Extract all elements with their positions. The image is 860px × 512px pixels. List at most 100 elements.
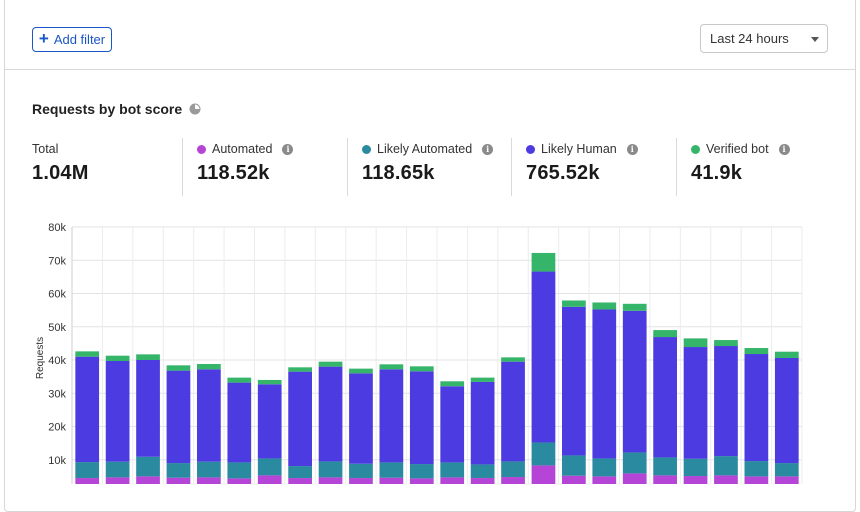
bar-segment-automated <box>166 477 191 484</box>
bar-segment-automated <box>75 478 100 484</box>
bar-segment-likely-automated <box>622 452 647 474</box>
card-title: Requests by bot score <box>32 101 201 117</box>
bar-segment-likely-human <box>653 337 677 458</box>
bar-segment-verified-bot <box>562 300 586 307</box>
bar-segment-likely-automated <box>257 458 282 476</box>
bar-segment-likely-automated <box>136 456 160 477</box>
bar-segment-verified-bot <box>409 366 434 372</box>
y-tick-label: 80k <box>48 222 66 234</box>
bar-segment-verified-bot <box>288 367 312 372</box>
bar-segment-verified-bot <box>379 364 404 370</box>
info-icon[interactable]: i <box>626 143 638 155</box>
bar-segment-automated <box>318 477 343 484</box>
bar-segment-likely-human <box>379 369 404 463</box>
bar-segment-likely-human <box>136 360 160 457</box>
bar-segment-automated <box>531 465 556 484</box>
stat-label: Verified bot <box>706 142 769 156</box>
stat-label: Likely Automated <box>377 142 473 156</box>
bar-segment-automated <box>440 477 465 484</box>
sampling-icon[interactable] <box>189 103 201 115</box>
stat-label: Automated <box>212 142 273 156</box>
bar-segment-automated <box>227 478 252 484</box>
bar-segment-verified-bot <box>622 303 647 311</box>
bar-segment-verified-bot <box>714 340 738 347</box>
stat-likely-human: Likely Human i 765.52k <box>511 138 638 196</box>
bar-segment-likely-automated <box>379 462 404 478</box>
bar-segment-likely-automated <box>227 462 252 479</box>
bar-segment-automated <box>257 475 282 484</box>
card-title-text: Requests by bot score <box>32 101 183 117</box>
bar-segment-likely-human <box>440 386 465 463</box>
bar-segment-verified-bot <box>349 368 373 374</box>
bar-segment-likely-human <box>166 370 191 464</box>
bar-segment-verified-bot <box>470 377 495 382</box>
y-tick-label: 70k <box>48 255 66 267</box>
y-tick-label: 50k <box>48 322 66 334</box>
add-filter-button[interactable]: + Add filter <box>32 27 112 52</box>
bar-segment-automated <box>136 476 160 484</box>
bar-segment-likely-automated <box>653 457 677 476</box>
bar-segment-likely-human <box>683 347 708 459</box>
stat-value: 118.52k <box>197 162 270 184</box>
bar-segment-automated <box>197 477 221 484</box>
bar-segment-automated <box>288 478 312 484</box>
bar-segment-likely-human <box>349 373 373 464</box>
bar-segment-automated <box>592 476 617 484</box>
bar-segment-automated <box>379 477 404 484</box>
stat-value: 41.9k <box>691 162 743 184</box>
info-icon[interactable]: i <box>778 143 790 155</box>
bar-segment-automated <box>714 475 738 484</box>
stat-total: Total 1.04M <box>32 138 89 196</box>
info-icon[interactable]: i <box>482 143 494 155</box>
bar-segment-verified-bot <box>166 365 191 371</box>
bar-segment-verified-bot <box>683 338 708 348</box>
bar-segment-likely-automated <box>288 466 312 479</box>
bar-segment-verified-bot <box>774 351 799 359</box>
bar-segment-verified-bot <box>75 351 100 357</box>
time-range-select[interactable]: Last 24 hours <box>700 24 828 53</box>
stat-verified-bot: Verified bot i 41.9k <box>676 138 790 196</box>
bar-segment-verified-bot <box>531 252 556 272</box>
bar-segment-likely-automated <box>349 463 373 479</box>
bar-segment-verified-bot <box>653 330 677 338</box>
legend-dot <box>362 144 371 154</box>
y-tick-label: 40k <box>48 355 66 367</box>
legend-dot <box>526 144 535 154</box>
bar-segment-automated <box>683 476 708 484</box>
bar-segment-likely-human <box>744 354 769 462</box>
bar-segment-likely-automated <box>197 461 221 478</box>
bar-segment-likely-human <box>75 356 100 463</box>
bar-segment-likely-human <box>531 271 556 443</box>
y-tick-label: 20k <box>48 422 66 434</box>
bar-segment-verified-bot <box>501 357 525 362</box>
info-icon[interactable]: i <box>282 143 294 155</box>
bar-segment-automated <box>774 476 799 484</box>
bar-segment-verified-bot <box>136 354 160 360</box>
bar-segment-verified-bot <box>440 381 465 387</box>
bar-segment-automated <box>349 478 373 484</box>
y-tick-label: 30k <box>48 388 66 400</box>
toolbar-divider <box>5 69 855 70</box>
stat-value: 1.04M <box>32 162 89 184</box>
bar-segment-likely-automated <box>683 458 708 477</box>
bar-segment-likely-human <box>714 346 738 457</box>
bar-segment-automated <box>470 478 495 484</box>
bar-segment-likely-human <box>501 361 525 462</box>
bar-segment-likely-automated <box>501 461 525 478</box>
bar-segment-likely-human <box>592 309 617 459</box>
bar-segment-automated <box>409 478 434 484</box>
y-axis-label: Requests <box>35 337 46 379</box>
bar-segment-likely-automated <box>75 462 100 479</box>
bar-segment-likely-automated <box>562 455 586 476</box>
bar-segment-likely-automated <box>531 442 556 466</box>
bar-segment-verified-bot <box>318 361 343 367</box>
stat-value: 118.65k <box>362 162 435 184</box>
bar-segment-verified-bot <box>744 348 769 355</box>
y-tick-label: 10k <box>48 455 66 467</box>
plus-icon: + <box>38 29 49 48</box>
y-tick-label: 60k <box>48 289 66 301</box>
time-range-value: Last 24 hours <box>710 31 789 46</box>
bar-segment-verified-bot <box>197 363 221 370</box>
bar-segment-verified-bot <box>257 379 282 385</box>
bar-segment-likely-automated <box>440 462 465 478</box>
